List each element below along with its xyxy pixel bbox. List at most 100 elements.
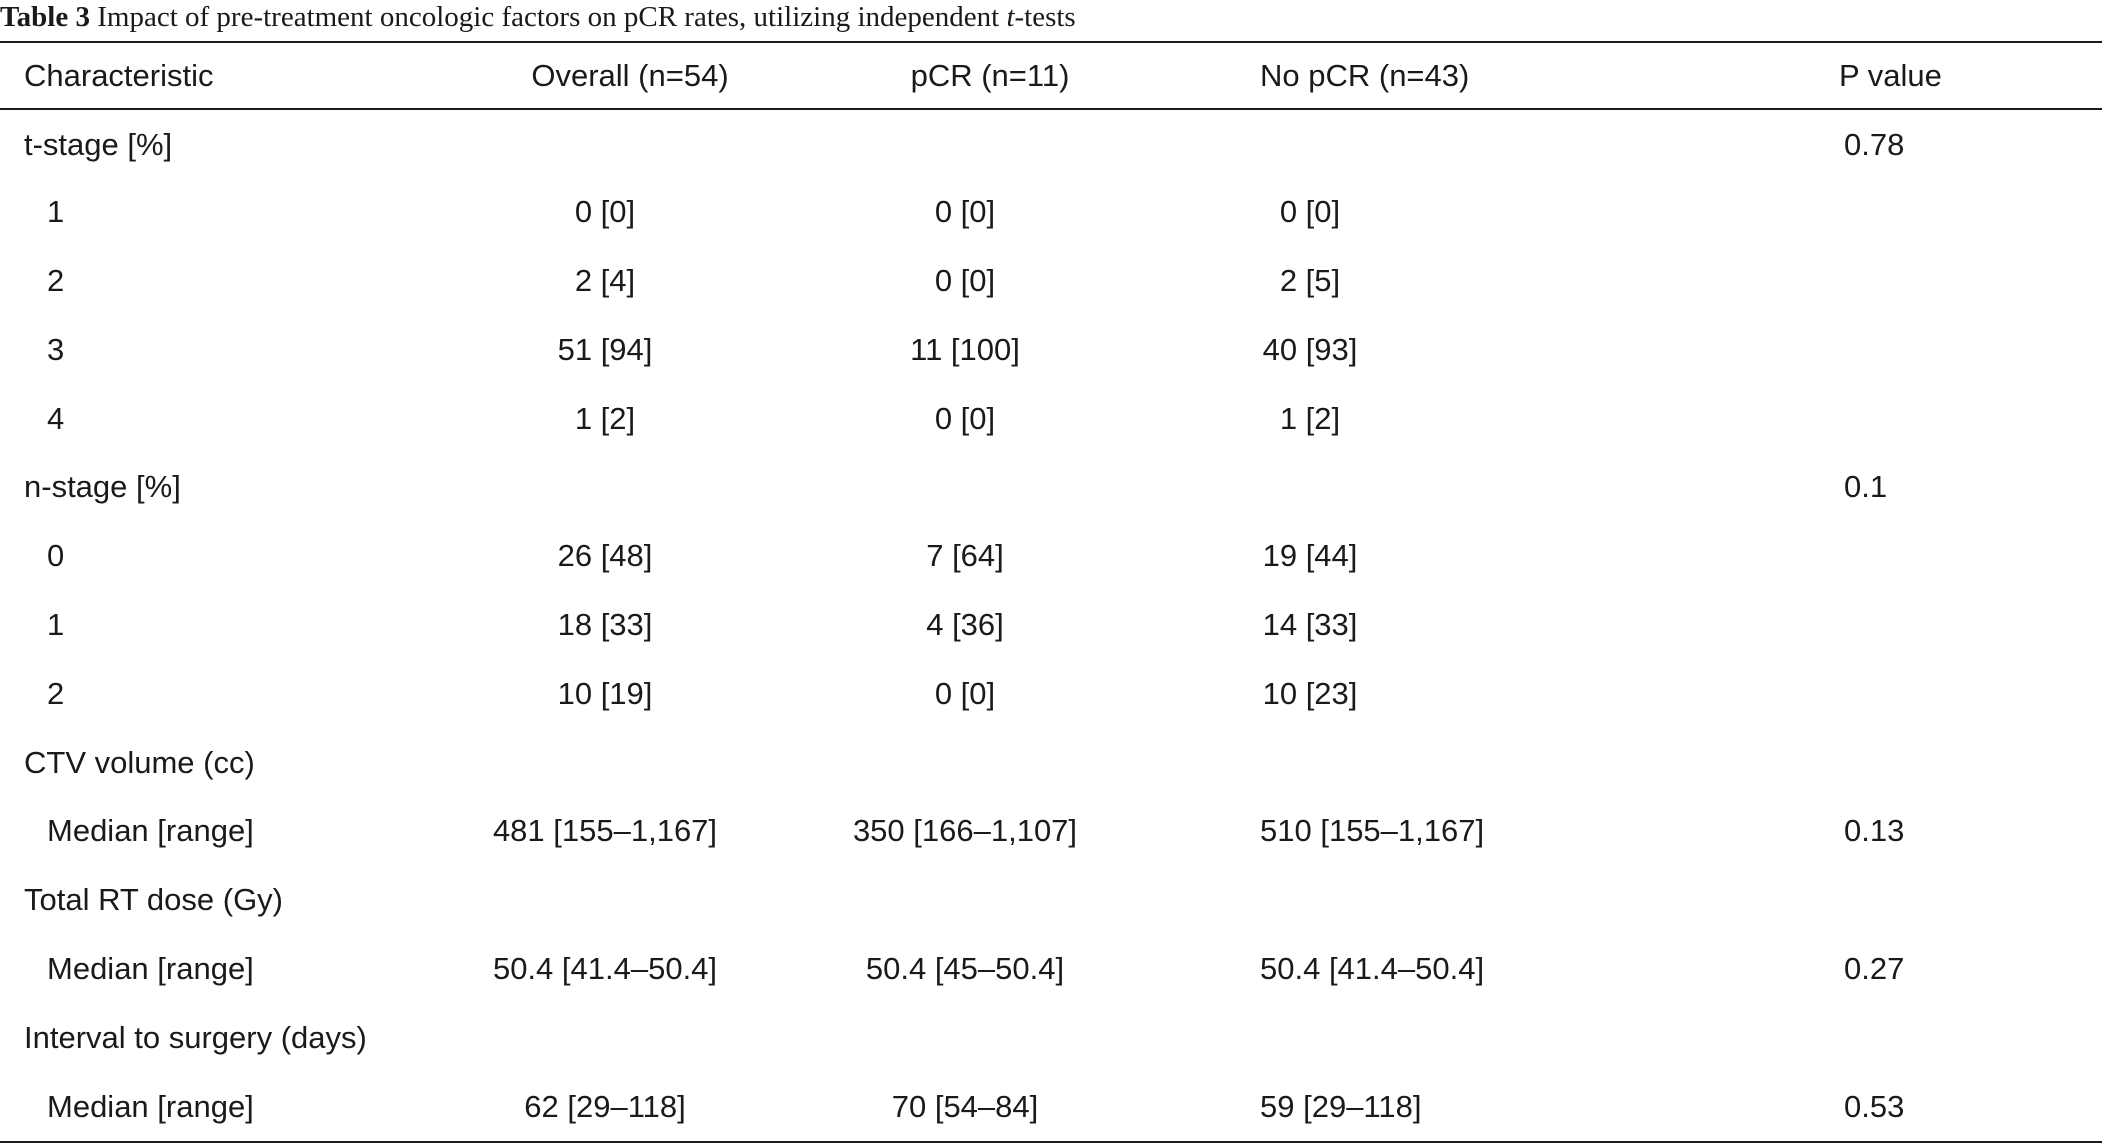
- cell-p-value: [1680, 659, 2102, 728]
- table-caption-text-end: -tests: [1014, 1, 1076, 33]
- cell-no-pcr: 14 [33]: [1262, 606, 1358, 642]
- table-group-row: Total RT dose (Gy): [0, 866, 2102, 935]
- cell-overall: [420, 728, 840, 797]
- table-caption-text: Impact of pre-treatment oncologic factor…: [90, 1, 1007, 33]
- table-caption-italic: t: [1006, 1, 1015, 33]
- cell-p-value: 0.1: [1844, 469, 1888, 505]
- cell-overall: 2 [4]: [574, 262, 636, 298]
- table-row: 0 26 [48] 7 [64] 19 [44]: [0, 522, 2102, 591]
- cell-overall: [420, 453, 840, 522]
- cell-overall: [420, 866, 840, 935]
- cell-pcr: [840, 1003, 1260, 1072]
- cell-no-pcr: 2 [5]: [1279, 262, 1341, 298]
- cell-characteristic: 2: [47, 675, 65, 711]
- cell-p-value: [1680, 315, 2102, 384]
- table-group-row: t-stage [%] 0.78: [0, 109, 2102, 178]
- cell-overall: 51 [94]: [557, 331, 653, 367]
- cell-characteristic: Median [range]: [47, 950, 254, 986]
- cell-overall: 481 [155–1,167]: [492, 813, 718, 849]
- table-group-row: CTV volume (cc): [0, 728, 2102, 797]
- cell-pcr: 0 [0]: [934, 400, 996, 436]
- cell-pcr: 0 [0]: [934, 675, 996, 711]
- cell-pcr: 350 [166–1,107]: [852, 813, 1078, 849]
- cell-pcr: 70 [54–84]: [891, 1088, 1039, 1124]
- data-table: Characteristic Overall (n=54) pCR (n=11)…: [0, 43, 2102, 1141]
- header-row: Characteristic Overall (n=54) pCR (n=11)…: [0, 43, 2102, 109]
- cell-pcr: 50.4 [45–50.4]: [865, 950, 1065, 986]
- cell-no-pcr: 19 [44]: [1262, 538, 1358, 574]
- cell-overall: [420, 1003, 840, 1072]
- cell-pcr: 4 [36]: [926, 606, 1004, 642]
- cell-no-pcr: [1260, 866, 1680, 935]
- cell-p-value: [1680, 247, 2102, 316]
- cell-no-pcr: 40 [93]: [1262, 331, 1358, 367]
- cell-characteristic: 4: [47, 400, 65, 436]
- table-row: Median [range] 50.4 [41.4–50.4] 50.4 [45–5…: [0, 935, 2102, 1004]
- cell-pcr: 0 [0]: [934, 262, 996, 298]
- table-group-row: n-stage [%] 0.1: [0, 453, 2102, 522]
- cell-p-value: [1680, 1003, 2102, 1072]
- cell-characteristic: 0: [47, 538, 65, 574]
- cell-characteristic: CTV volume (cc): [24, 744, 255, 780]
- cell-p-value: [1680, 728, 2102, 797]
- cell-no-pcr: [1260, 453, 1680, 522]
- header-no-pcr: No pCR (n=43): [1260, 58, 1470, 93]
- cell-p-value: [1680, 522, 2102, 591]
- cell-p-value: 0.13: [1844, 813, 1905, 849]
- cell-p-value: 0.27: [1844, 950, 1905, 986]
- cell-p-value: [1680, 384, 2102, 453]
- cell-no-pcr: 1 [2]: [1279, 400, 1341, 436]
- cell-overall: [420, 109, 840, 178]
- header-overall: Overall (n=54): [531, 58, 729, 93]
- table-caption-label: Table 3: [0, 1, 90, 33]
- cell-characteristic: n-stage [%]: [24, 469, 181, 505]
- cell-overall: 0 [0]: [574, 194, 636, 230]
- table-row: 3 51 [94] 11 [100] 40 [93]: [0, 315, 2102, 384]
- cell-p-value: [1680, 178, 2102, 247]
- table-caption: Table 3 Impact of pre-treatment oncologi…: [0, 0, 1076, 40]
- cell-characteristic: Total RT dose (Gy): [24, 882, 284, 918]
- cell-characteristic: t-stage [%]: [24, 126, 173, 162]
- cell-overall: 26 [48]: [557, 538, 653, 574]
- cell-p-value: 0.53: [1844, 1088, 1905, 1124]
- cell-pcr: [840, 866, 1260, 935]
- top-rule: [0, 41, 2102, 43]
- table-row: Median [range] 481 [155–1,167] 350 [166–1,…: [0, 797, 2102, 866]
- cell-overall: 1 [2]: [574, 400, 636, 436]
- cell-overall: 62 [29–118]: [524, 1088, 686, 1124]
- cell-no-pcr: 59 [29–118]: [1260, 1088, 1422, 1124]
- cell-pcr: [840, 728, 1260, 797]
- cell-overall: 10 [19]: [557, 675, 653, 711]
- cell-characteristic: Median [range]: [47, 1088, 254, 1124]
- cell-pcr: [840, 109, 1260, 178]
- cell-characteristic: 1: [47, 194, 65, 230]
- header-p-value: P value: [1839, 58, 1942, 93]
- cell-no-pcr: [1260, 728, 1680, 797]
- cell-characteristic: Interval to surgery (days): [24, 1019, 367, 1055]
- table-row: 2 2 [4] 0 [0] 2 [5]: [0, 247, 2102, 316]
- cell-characteristic: 2: [47, 262, 65, 298]
- header-rule: [0, 108, 2102, 110]
- table-row: Median [range] 62 [29–118] 70 [54–84] 59 [2…: [0, 1072, 2102, 1141]
- header-characteristic: Characteristic: [24, 58, 214, 93]
- cell-characteristic: 3: [47, 331, 65, 367]
- cell-no-pcr: 0 [0]: [1279, 194, 1341, 230]
- cell-p-value: 0.78: [1844, 126, 1905, 162]
- cell-no-pcr: [1260, 1003, 1680, 1072]
- table-row: 1 0 [0] 0 [0] 0 [0]: [0, 178, 2102, 247]
- cell-characteristic: Median [range]: [47, 813, 254, 849]
- cell-p-value: [1680, 591, 2102, 660]
- cell-overall: 50.4 [41.4–50.4]: [492, 950, 718, 986]
- cell-overall: 18 [33]: [557, 606, 653, 642]
- cell-characteristic: 1: [47, 606, 65, 642]
- cell-p-value: [1680, 866, 2102, 935]
- cell-no-pcr: 50.4 [41.4–50.4]: [1260, 950, 1485, 986]
- cell-no-pcr: 510 [155–1,167]: [1260, 813, 1485, 849]
- table-row: 1 18 [33] 4 [36] 14 [33]: [0, 591, 2102, 660]
- cell-pcr: 11 [100]: [910, 331, 1020, 367]
- header-pcr: pCR (n=11): [910, 58, 1070, 93]
- cell-no-pcr: [1260, 109, 1680, 178]
- cell-no-pcr: 10 [23]: [1262, 675, 1358, 711]
- bottom-rule: [0, 1141, 2102, 1143]
- cell-pcr: 7 [64]: [926, 538, 1004, 574]
